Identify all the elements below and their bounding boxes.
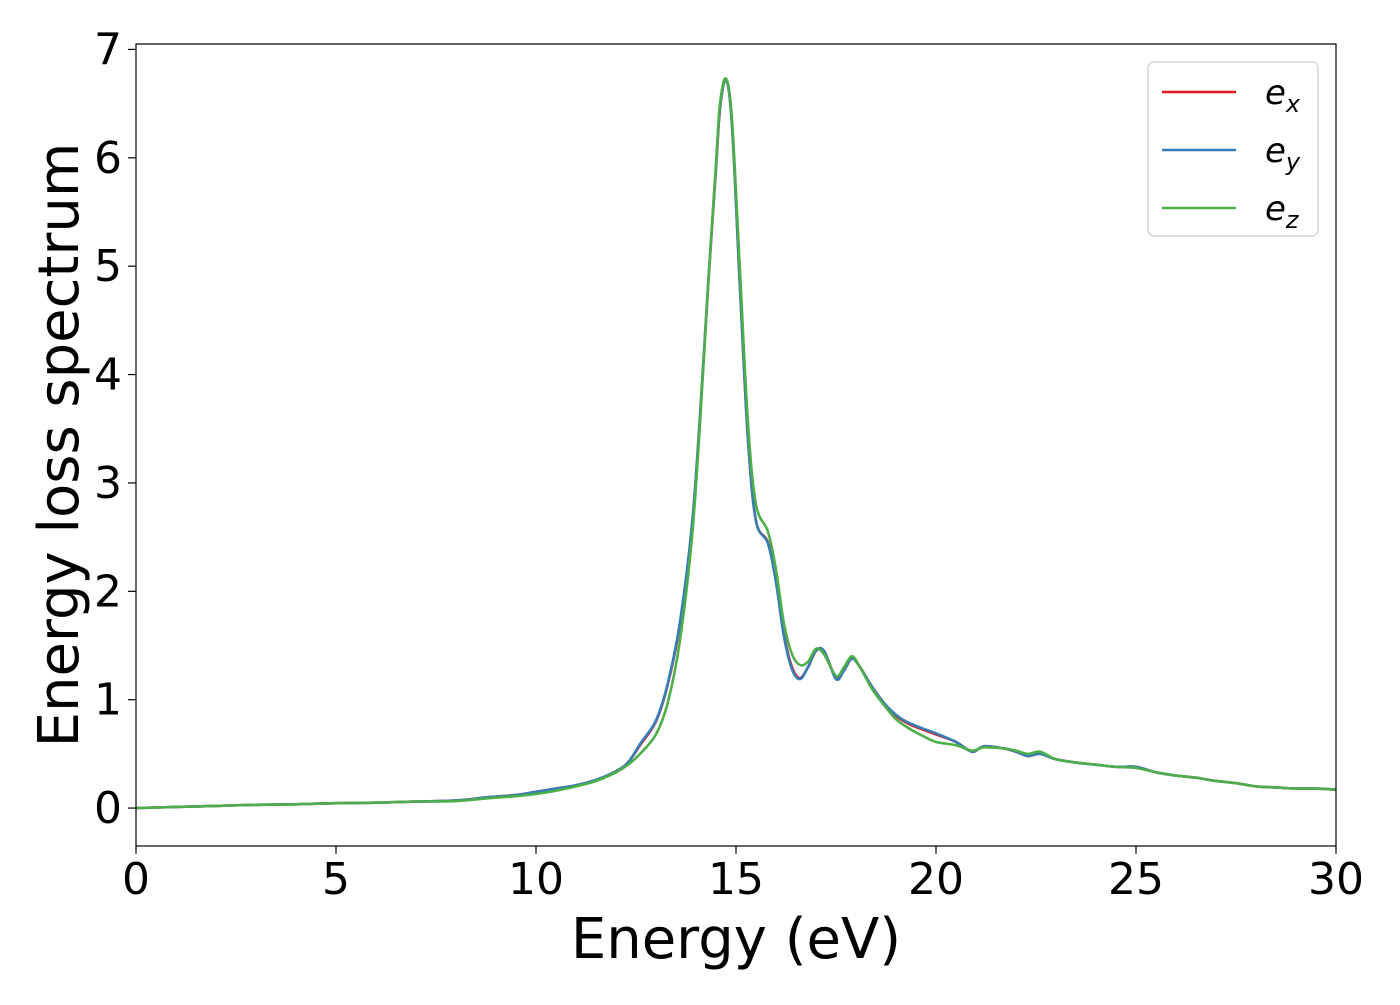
series-line-e-z	[136, 77, 1336, 810]
y-axis-ticks: 0 1 2 3 4 5 6 7	[94, 24, 136, 834]
y-tick-label: 6	[94, 133, 122, 184]
legend-label-subscript: z	[1285, 206, 1300, 234]
y-axis-label: Energy loss spectrum	[27, 143, 92, 748]
legend-label-base: e	[1265, 73, 1286, 113]
y-tick-label: 5	[94, 241, 122, 292]
x-tick-label: 20	[908, 854, 964, 905]
y-tick-label: 2	[94, 566, 122, 617]
x-tick-label: 10	[508, 854, 564, 905]
x-tick-label: 15	[708, 854, 764, 905]
x-axis-label: Energy (eV)	[571, 907, 901, 972]
y-tick-label: 1	[94, 675, 122, 726]
legend-label-base: e	[1265, 189, 1286, 229]
y-tick-label: 7	[94, 24, 122, 75]
x-tick-label: 25	[1108, 854, 1164, 905]
legend-label-ey: ey	[1265, 131, 1301, 176]
x-tick-label: 30	[1308, 854, 1364, 905]
y-tick-label: 0	[94, 783, 122, 834]
x-tick-label: 5	[322, 854, 350, 905]
legend-label-ez: ez	[1265, 189, 1300, 234]
x-axis-ticks: 0 5 10 15 20 25 30	[122, 846, 1364, 905]
y-tick-label: 4	[94, 350, 122, 401]
legend-label-base: e	[1265, 131, 1286, 171]
legend-label-ex: ex	[1265, 73, 1301, 118]
x-tick-label: 0	[122, 854, 150, 905]
y-tick-label: 3	[94, 458, 122, 509]
series-layer	[136, 77, 1336, 810]
legend-label-subscript: x	[1285, 90, 1301, 118]
legend-label-subscript: y	[1285, 148, 1301, 176]
